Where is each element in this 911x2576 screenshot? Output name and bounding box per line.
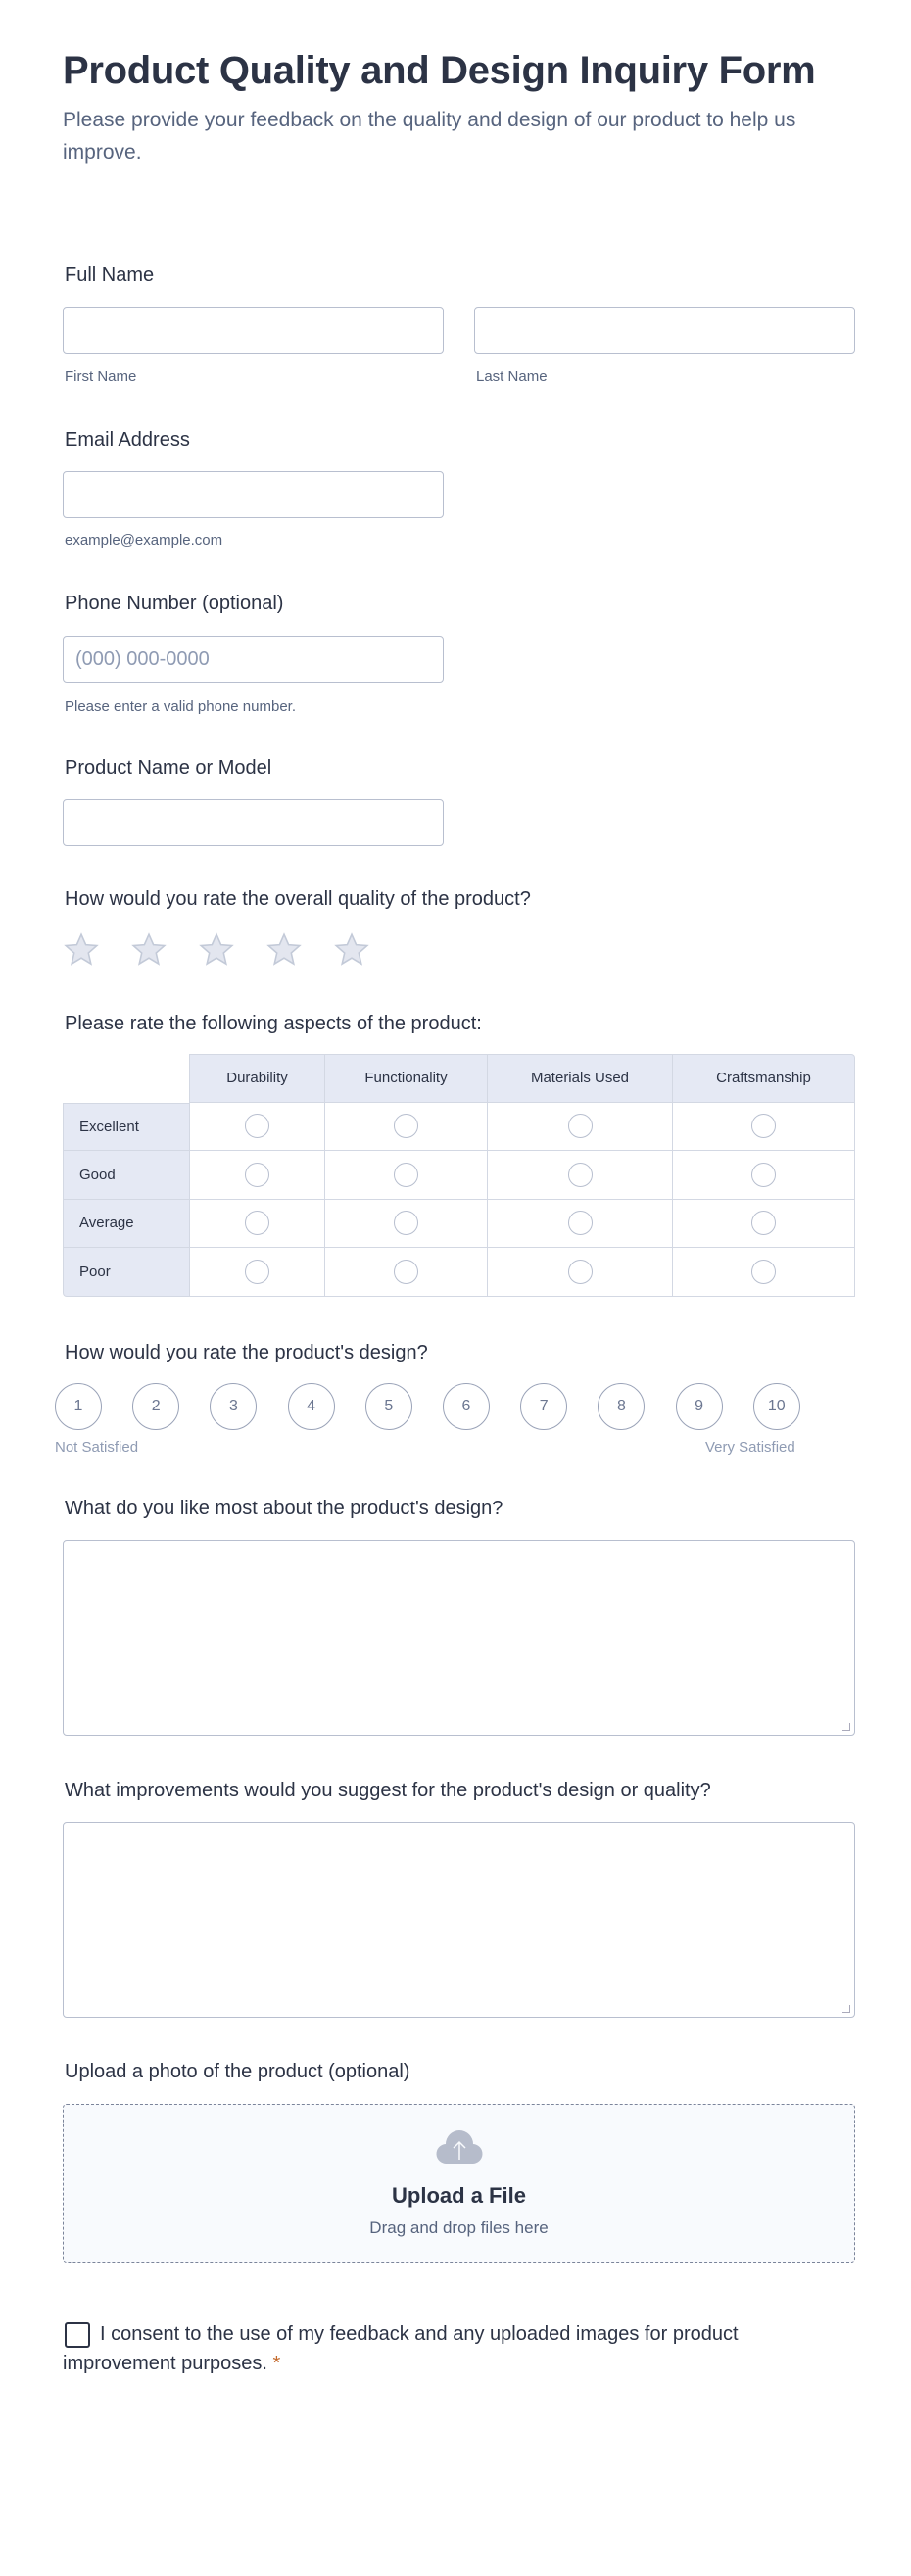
scale-option[interactable]: 1 <box>55 1383 102 1430</box>
matrix-corner <box>63 1054 190 1103</box>
scale-option[interactable]: 6 <box>443 1383 490 1430</box>
scale-max-label: Very Satisfied <box>705 1439 795 1455</box>
improvements-label: What improvements would you suggest for … <box>65 1780 711 1801</box>
matrix-column-header: Craftsmanship <box>673 1054 855 1103</box>
matrix-cell <box>190 1151 325 1200</box>
matrix-radio[interactable] <box>245 1162 269 1187</box>
matrix-radio[interactable] <box>394 1211 418 1236</box>
matrix-radio[interactable] <box>567 1211 593 1236</box>
matrix-cell <box>325 1102 488 1151</box>
like-most-label: What do you like most about the product'… <box>65 1498 503 1519</box>
matrix-radio[interactable] <box>567 1162 593 1187</box>
phone-sublabel: Please enter a valid phone number. <box>65 698 296 715</box>
matrix-cell <box>325 1248 488 1297</box>
matrix-cell <box>190 1102 325 1151</box>
last-name-input[interactable] <box>474 307 855 354</box>
star-icon[interactable] <box>265 931 303 969</box>
cloud-upload-icon <box>436 2130 483 2165</box>
matrix-radio[interactable] <box>751 1211 776 1236</box>
star-icon[interactable] <box>333 931 370 969</box>
star-icon[interactable] <box>198 931 235 969</box>
email-sublabel: example@example.com <box>65 532 223 549</box>
upload-button-label[interactable]: Upload a File <box>392 2183 526 2208</box>
matrix-cell <box>190 1199 325 1248</box>
star-icon[interactable] <box>63 931 100 969</box>
matrix-cell <box>673 1151 855 1200</box>
email-label: Email Address <box>65 429 190 451</box>
matrix-radio[interactable] <box>245 1211 269 1236</box>
design-rating-label: How would you rate the product's design? <box>65 1342 428 1363</box>
matrix-row-label: Average <box>63 1199 190 1248</box>
rating-matrix: Durability Functionality Materials Used … <box>63 1054 855 1297</box>
like-most-textarea[interactable] <box>63 1540 855 1736</box>
first-name-input[interactable] <box>63 307 444 354</box>
star-rating <box>63 931 370 969</box>
file-dropzone[interactable]: Upload a File Drag and drop files here <box>63 2104 855 2263</box>
form-title: Product Quality and Design Inquiry Form <box>63 49 816 92</box>
phone-label: Phone Number (optional) <box>65 593 284 614</box>
quality-rating-label: How would you rate the overall quality o… <box>65 888 531 910</box>
matrix-cell <box>325 1199 488 1248</box>
matrix-label: Please rate the following aspects of the… <box>65 1013 482 1034</box>
matrix-row: Good <box>63 1151 855 1200</box>
last-name-sublabel: Last Name <box>476 368 548 385</box>
product-label: Product Name or Model <box>65 757 272 779</box>
matrix-radio[interactable] <box>394 1114 418 1139</box>
first-name-sublabel: First Name <box>65 368 137 385</box>
star-icon[interactable] <box>130 931 168 969</box>
required-mark: * <box>272 2353 281 2374</box>
upload-label: Upload a photo of the product (optional) <box>65 2061 410 2082</box>
matrix-row: Average <box>63 1199 855 1248</box>
matrix-cell <box>673 1199 855 1248</box>
matrix-row-label: Poor <box>63 1248 190 1297</box>
matrix-radio[interactable] <box>751 1162 776 1187</box>
matrix-column-header: Materials Used <box>488 1054 673 1103</box>
matrix-row-label: Excellent <box>63 1102 190 1151</box>
matrix-cell <box>190 1248 325 1297</box>
matrix-cell <box>488 1248 673 1297</box>
phone-input[interactable]: (000) 000-0000 <box>63 636 444 683</box>
scale-option[interactable]: 2 <box>132 1383 180 1430</box>
scale-option[interactable]: 9 <box>675 1383 723 1430</box>
matrix-radio[interactable] <box>567 1259 593 1284</box>
scale-option[interactable]: 3 <box>210 1383 258 1430</box>
matrix-radio[interactable] <box>245 1114 269 1139</box>
matrix-radio[interactable] <box>394 1162 418 1187</box>
scale-option[interactable]: 4 <box>287 1383 335 1430</box>
matrix-cell <box>673 1248 855 1297</box>
matrix-radio[interactable] <box>394 1259 418 1284</box>
upload-hint: Drag and drop files here <box>369 2218 549 2237</box>
email-input[interactable] <box>63 471 444 518</box>
matrix-column-header: Functionality <box>325 1054 488 1103</box>
consent-label: I consent to the use of my feedback and … <box>63 2323 739 2374</box>
matrix-cell <box>488 1102 673 1151</box>
matrix-cell <box>673 1102 855 1151</box>
scale-option[interactable]: 7 <box>520 1383 568 1430</box>
matrix-radio[interactable] <box>567 1114 593 1139</box>
product-input[interactable] <box>63 799 444 846</box>
matrix-radio[interactable] <box>245 1259 269 1284</box>
form-subtitle: Please provide your feedback on the qual… <box>63 109 796 164</box>
resize-handle[interactable] <box>842 2005 850 2013</box>
scale-option[interactable]: 5 <box>364 1383 412 1430</box>
scale-min-label: Not Satisfied <box>55 1439 139 1455</box>
scale-option[interactable]: 8 <box>598 1383 646 1430</box>
scale-option[interactable]: 10 <box>752 1383 800 1430</box>
improvements-textarea[interactable] <box>63 1822 855 2018</box>
full-name-label: Full Name <box>65 264 155 286</box>
matrix-row-label: Good <box>63 1151 190 1200</box>
resize-handle[interactable] <box>842 1723 850 1731</box>
matrix-column-header: Durability <box>190 1054 325 1103</box>
matrix-cell <box>488 1199 673 1248</box>
matrix-radio[interactable] <box>751 1259 776 1284</box>
matrix-cell <box>325 1151 488 1200</box>
consent-text: I consent to the use of my feedback and … <box>63 2319 768 2378</box>
consent-checkbox[interactable] <box>65 2322 90 2348</box>
matrix-radio[interactable] <box>751 1114 776 1139</box>
matrix-cell <box>488 1151 673 1200</box>
matrix-row: Poor <box>63 1248 855 1297</box>
matrix-row: Excellent <box>63 1102 855 1151</box>
